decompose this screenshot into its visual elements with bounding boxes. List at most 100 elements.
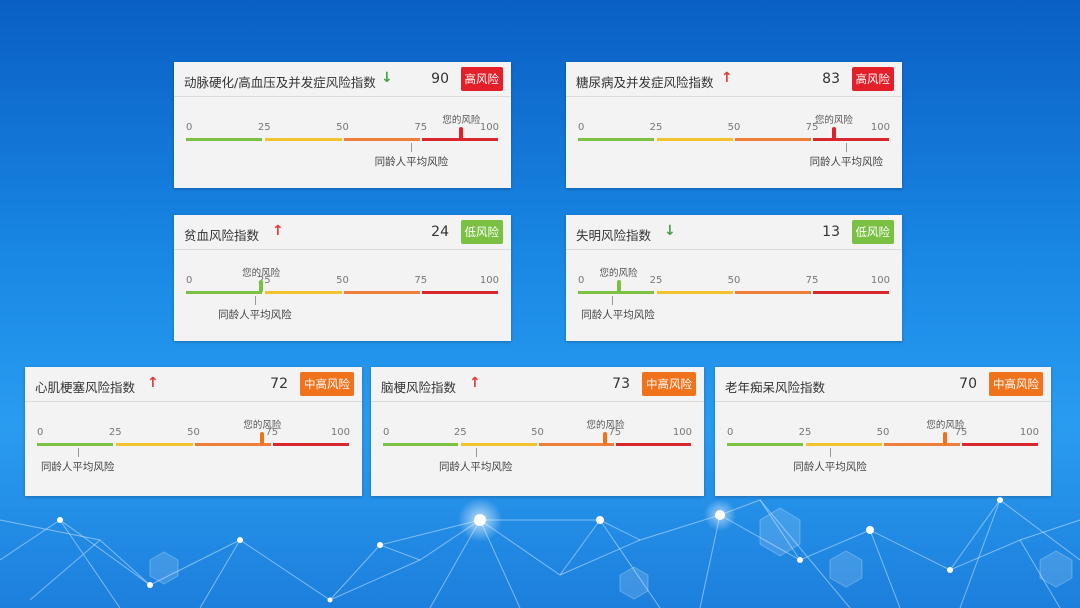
risk-card[interactable]: 脑梗风险指数 ↑ 中高风险 73 0 25 50 75 100 您的风险 同龄人平均风险 <box>371 367 704 496</box>
card-title: 糖尿病及并发症风险指数 <box>576 75 714 90</box>
scale-tick-label: 75 <box>414 122 428 133</box>
card-header: 贫血风险指数 ↑ 低风险 24 <box>174 215 511 250</box>
risk-level-badge: 中高风险 <box>989 372 1043 396</box>
scale-segment <box>806 443 882 446</box>
scale-segment <box>657 138 733 141</box>
scale-tick-label: 25 <box>453 427 467 438</box>
scale-tick-label: 0 <box>37 427 44 438</box>
risk-scale: 0 25 50 75 100 您的风险 同龄人平均风险 <box>727 420 1039 473</box>
your-risk-marker-icon <box>603 432 608 446</box>
risk-level-badge: 低风险 <box>460 220 503 244</box>
risk-card[interactable]: 失明风险指数 ↓ 低风险 13 0 25 50 75 100 您的风险 同龄人平均风险 <box>566 215 902 341</box>
risk-card[interactable]: 贫血风险指数 ↑ 低风险 24 0 25 50 75 100 您的风险 同龄人平均风险 <box>174 215 511 341</box>
risk-score: 90 <box>431 71 449 87</box>
risk-level-badge: 高风险 <box>460 67 503 91</box>
scale-tick-label: 0 <box>578 122 585 133</box>
scale-tick-label: 25 <box>108 427 122 438</box>
risk-card[interactable]: 心肌梗塞风险指数 ↑ 中高风险 72 0 25 50 75 100 您的风险 同龄人平均风险 <box>25 367 362 496</box>
your-risk-marker-icon <box>943 432 948 446</box>
scale-tick-label: 75 <box>265 427 279 438</box>
your-risk-label: 您的风险 <box>599 268 638 279</box>
your-risk-label: 您的风险 <box>926 420 965 431</box>
scale-segment <box>37 443 114 446</box>
scale-segment <box>194 443 271 446</box>
scale-tick-label: 100 <box>330 427 350 438</box>
scale-tick-label: 75 <box>805 122 819 133</box>
risk-card[interactable]: 老年痴呆风险指数 中高风险 70 0 25 50 75 100 您的风险 同龄人平均风险 <box>715 367 1051 496</box>
risk-scale: 0 25 50 75 100 您的风险同龄人平均风险 <box>37 420 350 473</box>
risk-level-badge: 中高风险 <box>642 372 696 396</box>
average-risk-marker <box>254 296 256 305</box>
risk-level-badge: 中高风险 <box>300 372 354 396</box>
scale-tick-label: 50 <box>876 427 890 438</box>
average-risk-label: 同龄人平均风险 <box>374 156 449 168</box>
scale-segment <box>657 291 733 294</box>
risk-card[interactable]: 动脉硬化/高血压及并发症风险指数 ↓ 高风险 90 0 25 50 75 100 您的风险同龄人平… <box>174 62 511 188</box>
risk-score: 13 <box>822 224 840 240</box>
scale-segment <box>343 291 420 294</box>
trend-up-icon: ↑ <box>721 70 733 86</box>
risk-card[interactable]: 糖尿病及并发症风险指数 ↑ 高风险 83 0 25 50 75 100 您的风险 同龄人平均风险 <box>566 62 902 188</box>
risk-score: 73 <box>612 376 630 392</box>
card-title: 动脉硬化/高血压及并发症风险指数 <box>184 75 376 90</box>
scale-tick-label: 75 <box>954 427 968 438</box>
scale-tick-label: 100 <box>479 275 499 286</box>
scale-tick-label: 75 <box>414 275 428 286</box>
scale-segment <box>578 138 654 141</box>
risk-level-badge: 高风险 <box>851 67 894 91</box>
card-header: 糖尿病及并发症风险指数 ↑ 高风险 83 <box>566 62 902 97</box>
scale-tick-label: 0 <box>727 427 734 438</box>
risk-level-badge: 低风险 <box>851 220 894 244</box>
average-risk-label: 同龄人平均风险 <box>581 309 655 321</box>
risk-score: 72 <box>270 376 288 392</box>
average-risk-label: 同龄人平均风险 <box>218 309 292 321</box>
scale-tick-label: 25 <box>257 275 271 286</box>
scale-tick-label: 100 <box>479 122 499 133</box>
scale-tick-label: 75 <box>805 275 819 286</box>
your-risk-marker-icon <box>459 127 464 141</box>
your-risk-label: 您的风险 <box>814 115 853 126</box>
card-title: 贫血风险指数 <box>184 228 260 243</box>
scale-tick-label: 50 <box>336 122 349 133</box>
your-risk-label: 您的风险 <box>442 115 481 126</box>
scale-segment <box>578 291 654 294</box>
scale-tick-label: 100 <box>870 122 890 133</box>
average-risk-marker <box>475 448 477 457</box>
scale-tick-label: 50 <box>336 275 349 286</box>
scale-segment <box>272 443 349 446</box>
scale-tick-label: 0 <box>578 275 585 286</box>
average-risk-label: 同龄人平均风险 <box>438 461 513 473</box>
your-risk-marker-icon <box>831 127 836 141</box>
scale-tick-label: 50 <box>187 427 200 438</box>
your-risk-marker-icon <box>616 280 621 294</box>
average-risk-marker <box>77 448 79 457</box>
risk-scale: 0 25 50 75 100 您的风险 同龄人平均风险 <box>578 268 890 321</box>
scale-tick-label: 0 <box>383 427 390 438</box>
risk-score: 24 <box>431 224 449 240</box>
scale-segment <box>538 443 614 446</box>
scale-tick-label: 50 <box>531 427 544 438</box>
scale-segment <box>813 138 889 141</box>
scale-tick-label: 0 <box>186 122 193 133</box>
trend-up-icon: ↑ <box>272 223 284 239</box>
scale-segment <box>186 138 263 141</box>
average-risk-marker <box>846 143 848 152</box>
your-risk-marker-icon <box>260 432 265 446</box>
average-risk-label: 同龄人平均风险 <box>793 461 867 473</box>
trend-down-icon: ↓ <box>381 70 393 86</box>
card-title: 脑梗风险指数 <box>381 380 457 395</box>
card-header: 失明风险指数 ↓ 低风险 13 <box>566 215 902 250</box>
scale-tick-label: 25 <box>257 122 271 133</box>
card-header: 脑梗风险指数 ↑ 中高风险 73 <box>371 367 704 402</box>
scale-segment <box>735 138 811 141</box>
card-title: 失明风险指数 <box>576 228 652 243</box>
average-risk-label: 同龄人平均风险 <box>40 461 115 473</box>
trend-up-icon: ↑ <box>469 375 481 391</box>
scale-tick-label: 25 <box>649 122 663 133</box>
scale-segment <box>116 443 193 446</box>
your-risk-label: 您的风险 <box>243 420 282 431</box>
card-header: 老年痴呆风险指数 中高风险 70 <box>715 367 1051 402</box>
scale-segment <box>383 443 459 446</box>
scale-segment <box>186 291 263 294</box>
